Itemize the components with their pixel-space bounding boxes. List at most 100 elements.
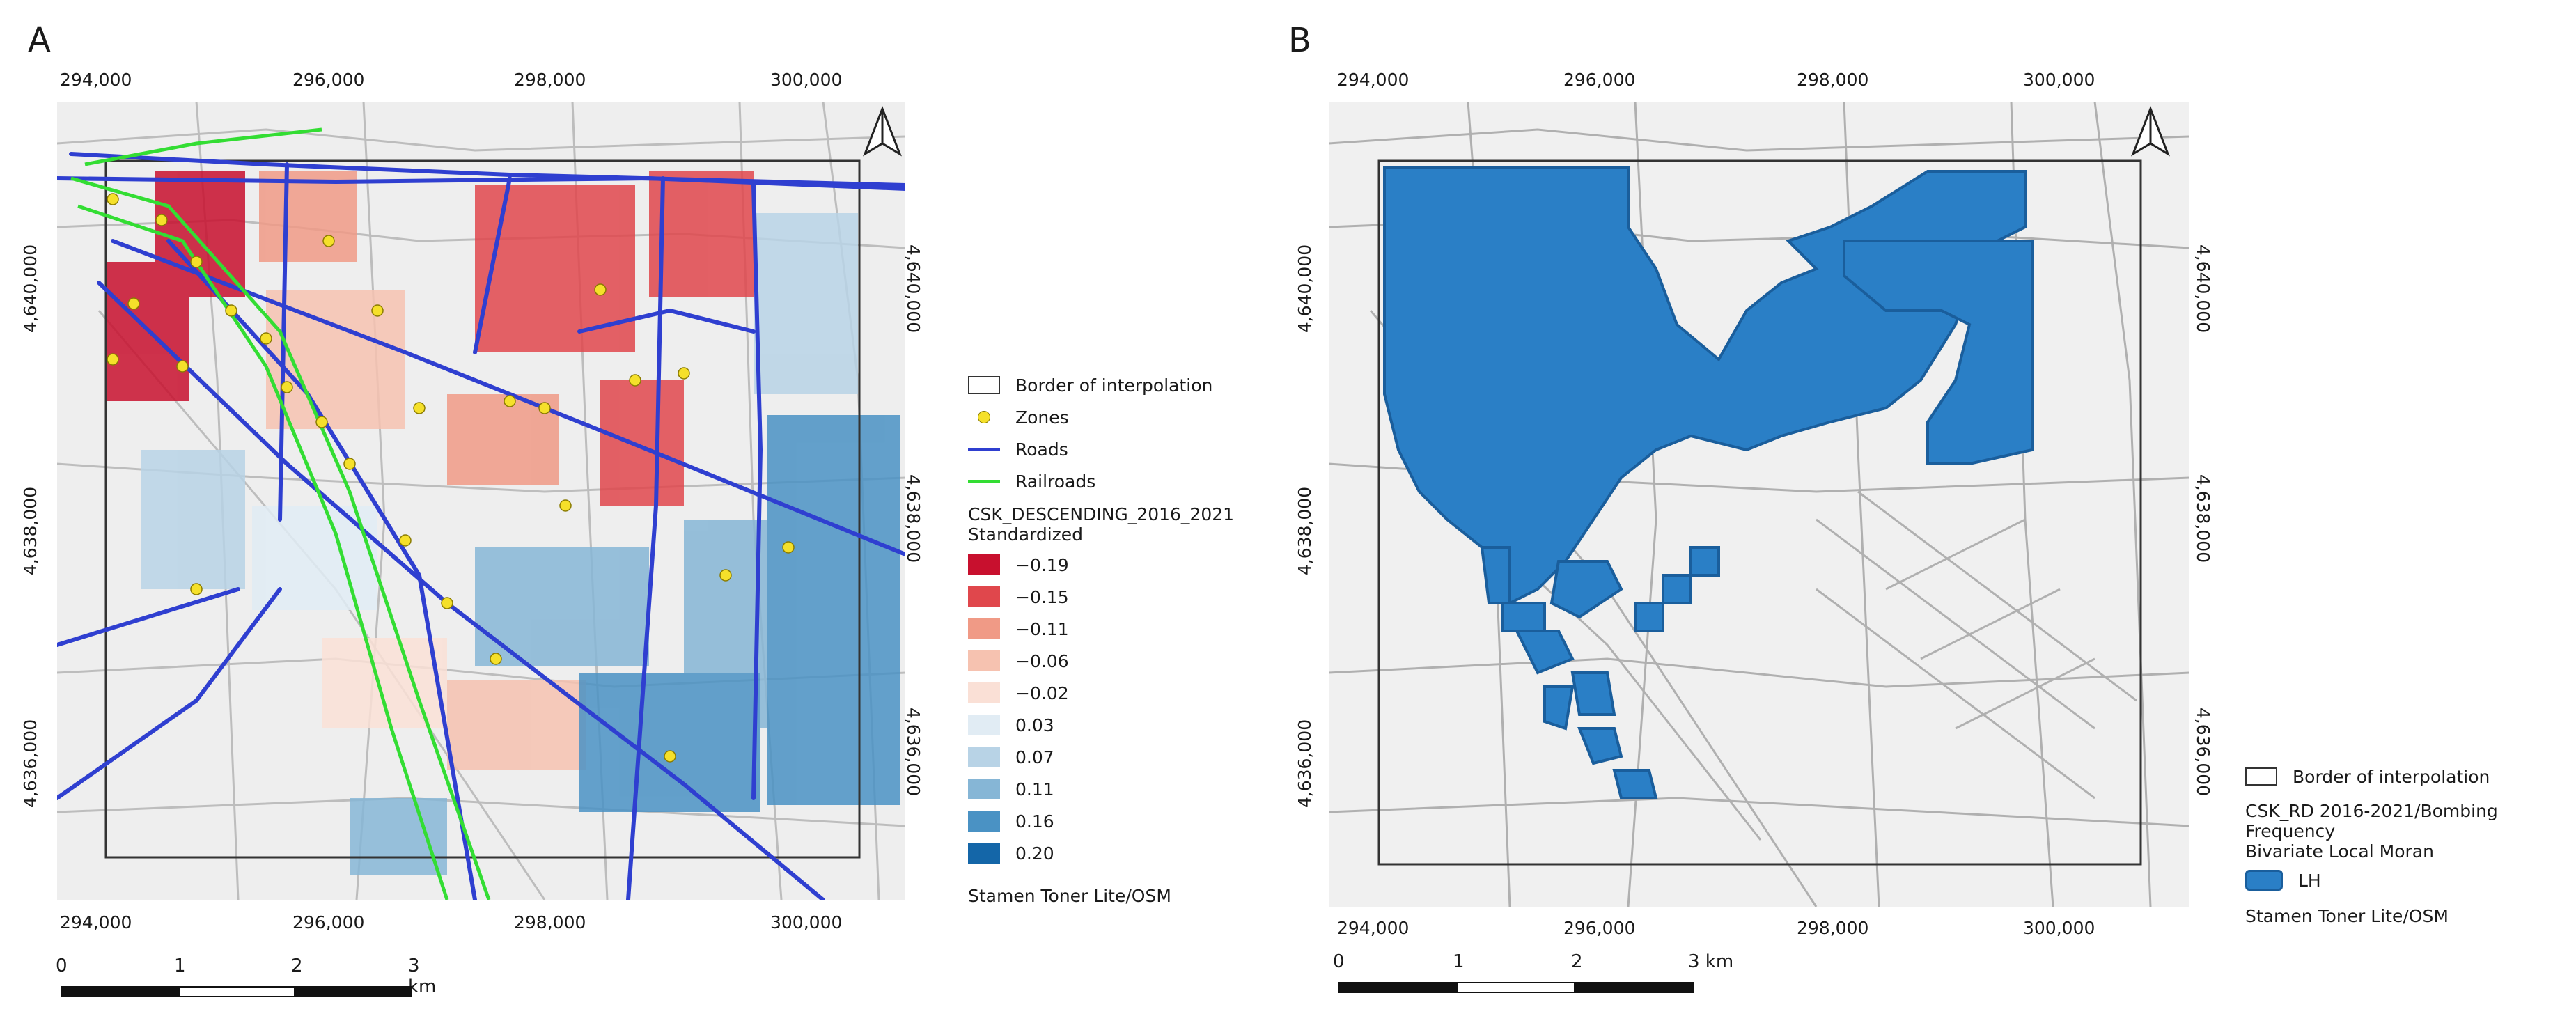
legend-class-label: −0.02 — [1015, 682, 1069, 703]
panel-b-x-tick-bottom-2: 296,000 — [1563, 918, 1636, 938]
legend-border-swatch — [968, 376, 1000, 394]
panel-a-legend: Border of interpolation Zones Roads Rail… — [968, 369, 1234, 906]
scale-label-2: 2 — [291, 955, 303, 976]
legend-class-row: 0.11 — [968, 773, 1234, 805]
scale-b-label-3: 3 km — [1688, 951, 1734, 972]
panel-b-y-tick-left-3: 4,636,000 — [1295, 719, 1316, 809]
legend-zones-label: Zones — [1015, 407, 1069, 428]
legend-class-list: −0.19 −0.15 −0.11 −0.06 −0.02 0.03 0.07 0.11 0.1… — [968, 549, 1234, 869]
legend-class-swatch — [968, 650, 1000, 671]
panel-b-y-tick-left-1: 4,640,000 — [1295, 244, 1316, 334]
panel-b-y-tick-left-2: 4,638,000 — [1295, 486, 1316, 576]
legend-b-basemap-credit: Stamen Toner Lite/OSM — [2245, 906, 2449, 926]
panel-a-blue-deformation — [141, 213, 900, 875]
legend-class-label: 0.20 — [1015, 843, 1054, 864]
legend-b-lh-label: LH — [2298, 870, 2321, 891]
panel-b-letter: B — [1288, 21, 1311, 60]
panel-a-y-tick-right-1: 4,640,000 — [903, 244, 924, 334]
panel-a-y-tick-right-3: 4,636,000 — [903, 707, 924, 797]
scale-label-3: 3 km — [408, 955, 437, 997]
scale-b-label-0: 0 — [1333, 951, 1345, 972]
legend-class-label: −0.19 — [1015, 554, 1069, 575]
scale-b-segment-3 — [1575, 982, 1694, 993]
legend-layer-title: CSK_DESCENDING_2016_2021 — [968, 504, 1235, 524]
roads-icon — [968, 439, 1000, 460]
scale-b-segment-2 — [1457, 982, 1575, 993]
legend-class-row: −0.11 — [968, 613, 1234, 645]
panel-a-y-tick-left-2: 4,638,000 — [20, 486, 41, 576]
legend-roads-label: Roads — [1015, 439, 1068, 460]
panel-b-x-tick-top-1: 294,000 — [1337, 70, 1410, 90]
legend-class-swatch — [968, 843, 1000, 864]
legend-b-layer-subtitle: Bivariate Local Moran — [2245, 841, 2434, 861]
scale-b-segment-1 — [1338, 982, 1457, 993]
panel-b-lh-clusters — [1383, 166, 2034, 799]
legend-class-row: 0.16 — [968, 805, 1234, 837]
panel-a-x-tick-top-3: 298,000 — [514, 70, 586, 90]
zones-icon — [968, 407, 1000, 428]
panel-b-x-tick-top-4: 300,000 — [2023, 70, 2095, 90]
legend-class-swatch — [968, 715, 1000, 735]
legend-b-border-swatch — [2245, 767, 2277, 786]
panel-b-x-tick-bottom-3: 298,000 — [1797, 918, 1869, 938]
panel-a-x-tick-top-2: 296,000 — [292, 70, 365, 90]
legend-class-row: 0.07 — [968, 741, 1234, 773]
panel-a-y-tick-right-2: 4,638,000 — [903, 474, 924, 563]
scale-segment-3 — [295, 986, 412, 997]
legend-class-row: 0.03 — [968, 709, 1234, 741]
legend-class-swatch — [968, 682, 1000, 703]
panel-b-x-tick-bottom-1: 294,000 — [1337, 918, 1410, 938]
panel-b-x-tick-top-2: 296,000 — [1563, 70, 1636, 90]
panel-b-north-arrow — [2131, 105, 2170, 157]
panel-b-border-of-interpolation — [1377, 159, 2142, 866]
panel-a-x-tick-bottom-4: 300,000 — [770, 912, 843, 933]
legend-class-row: −0.15 — [968, 581, 1234, 613]
scale-segment-1 — [61, 986, 178, 997]
scale-b-label-1: 1 — [1453, 951, 1465, 972]
panel-a-x-tick-bottom-3: 298,000 — [514, 912, 586, 933]
legend-railroads-label: Railroads — [1015, 471, 1096, 492]
panel-b-legend: Border of interpolation CSK_RD 2016-2021… — [2245, 760, 2576, 926]
panel-a-x-tick-top-4: 300,000 — [770, 70, 843, 90]
legend-class-label: 0.03 — [1015, 715, 1054, 735]
panel-a-north-arrow — [863, 105, 902, 157]
legend-class-label: 0.07 — [1015, 747, 1054, 767]
legend-class-swatch — [968, 618, 1000, 639]
panel-a-map — [57, 102, 905, 900]
panel-b-y-tick-right-3: 4,636,000 — [2193, 707, 2214, 797]
legend-class-label: −0.15 — [1015, 586, 1069, 607]
panel-a-scale-bar: 0 1 2 3 km — [56, 955, 446, 1004]
legend-class-label: 0.11 — [1015, 779, 1054, 799]
legend-class-label: −0.06 — [1015, 650, 1069, 671]
legend-border-label: Border of interpolation — [1015, 375, 1213, 396]
legend-layer-subtitle: Standardized — [968, 524, 1084, 545]
scale-segment-2 — [178, 986, 295, 997]
legend-class-swatch — [968, 554, 1000, 575]
legend-basemap-credit: Stamen Toner Lite/OSM — [968, 886, 1171, 906]
legend-class-row: −0.06 — [968, 645, 1234, 677]
scale-label-1: 1 — [174, 955, 186, 976]
railroads-icon — [968, 471, 1000, 492]
legend-class-swatch — [968, 747, 1000, 767]
legend-class-swatch — [968, 811, 1000, 832]
panel-a-x-tick-bottom-1: 294,000 — [60, 912, 132, 933]
panel-b-scale-bar: 0 1 2 3 km — [1333, 951, 1737, 1000]
legend-b-layer-title: CSK_RD 2016-2021/Bombing Frequency — [2245, 801, 2498, 841]
panel-b-x-tick-top-3: 298,000 — [1797, 70, 1869, 90]
panel-a-zones — [107, 193, 795, 763]
panel-b-map — [1329, 102, 2189, 907]
legend-class-row: 0.20 — [968, 837, 1234, 869]
panel-a-railroads — [70, 127, 491, 900]
panel-b-y-tick-right-1: 4,640,000 — [2193, 244, 2214, 334]
lh-swatch — [2245, 870, 2283, 891]
legend-b-border-label: Border of interpolation — [2293, 766, 2490, 787]
panel-b-x-tick-bottom-4: 300,000 — [2023, 918, 2095, 938]
panel-b-y-tick-right-2: 4,638,000 — [2193, 474, 2214, 563]
panel-a-border-of-interpolation — [104, 159, 861, 859]
panel-b-map-svg — [1329, 102, 2189, 907]
panel-a-y-tick-left-3: 4,636,000 — [20, 719, 41, 809]
legend-class-row: −0.19 — [968, 549, 1234, 581]
scale-b-label-2: 2 — [1571, 951, 1583, 972]
legend-class-row: −0.02 — [968, 677, 1234, 709]
panel-a-x-tick-top-1: 294,000 — [60, 70, 132, 90]
